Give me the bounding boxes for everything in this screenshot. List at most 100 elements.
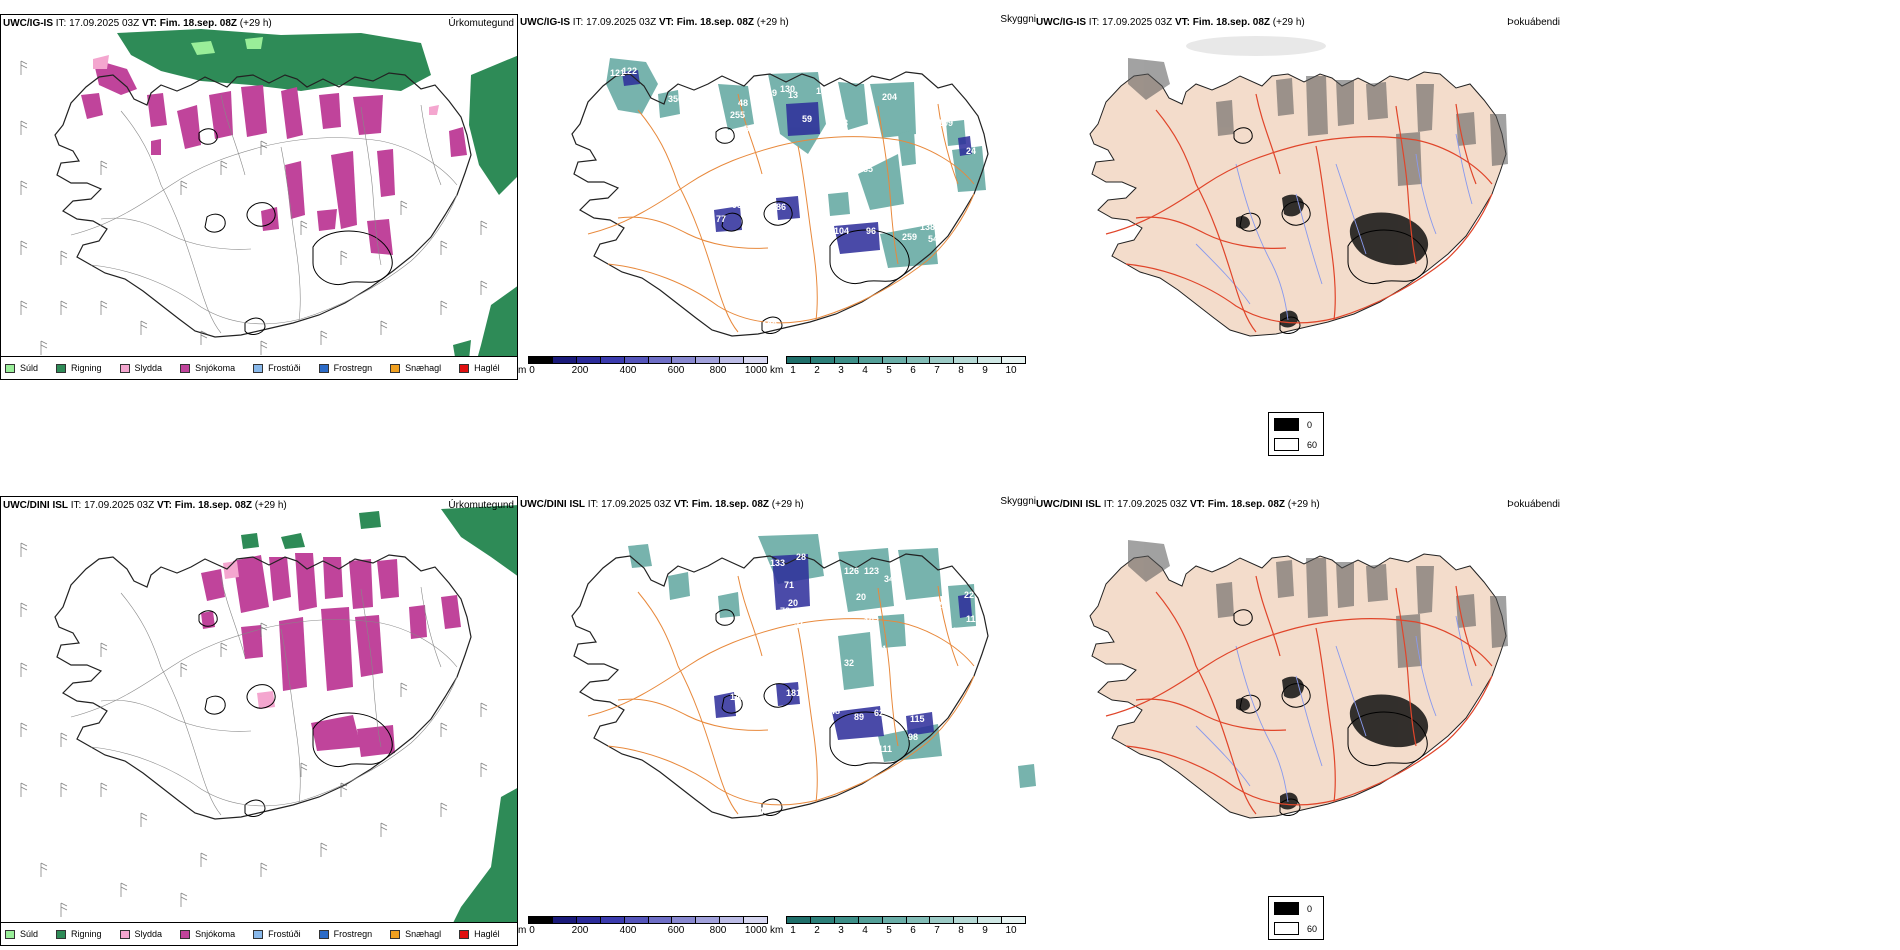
peak-label: 89 (854, 712, 864, 722)
fog-key-row: 0 (1274, 418, 1312, 431)
rain-areas (241, 505, 517, 945)
elevation-unit: m (518, 925, 527, 936)
panel-title-visibility: Skyggni (1000, 14, 1036, 25)
legend-swatch (318, 929, 329, 939)
panel-title-fog: Þokuábendi (1507, 17, 1560, 28)
fog-key-row: 60 (1274, 922, 1317, 935)
lead-time: (+29 h) (756, 17, 789, 28)
legend-item: Snjókoma (180, 363, 235, 373)
fog-key-label: 0 (1307, 419, 1313, 430)
legend-swatch (5, 363, 15, 373)
visibility-panel-header: UWC/IG-IS IT: 17.09.2025 03Z VT: Fim. 18… (520, 17, 789, 29)
legend-swatch (119, 363, 130, 373)
vt-value: Fim. 18.sep. 08Z (1192, 17, 1271, 28)
legend-swatch (253, 363, 264, 373)
precip-panel-header: UWC/DINI ISL IT: 17.09.2025 03Z VT: Fim.… (3, 500, 287, 512)
legend-label: Frostregn (333, 363, 373, 373)
km-tick: 4 (862, 925, 868, 936)
peak-label: 5 (744, 124, 749, 134)
elevation-unit: m (518, 365, 527, 376)
elevation-tick: 600 (667, 925, 685, 936)
it-value: 17.09.2025 03Z (1102, 17, 1173, 28)
sleet-areas (223, 561, 275, 709)
peak-label: 123 (864, 566, 879, 576)
vt-label: VT: (1189, 499, 1205, 510)
vt-value: Fim. 18.sep. 08Z (676, 17, 755, 28)
legend-label: Frostúði (268, 929, 301, 939)
fog-panel-top: UWC/IG-IS IT: 17.09.2025 03Z VT: Fim. 18… (1036, 14, 1560, 380)
peak-label: 9 (772, 88, 777, 98)
km-tick: 4 (862, 365, 868, 376)
peak-label: 115 (910, 714, 925, 724)
it-value: 17.09.2025 03Z (586, 17, 657, 28)
legend-item: Frostregn (318, 929, 372, 939)
elevation-tick: 600 (667, 365, 685, 376)
peak-label: 133 (770, 558, 785, 568)
vt-label: VT: (658, 17, 674, 28)
snow-areas (81, 59, 467, 255)
legend-swatch (253, 929, 264, 939)
lead-time: (+29 h) (239, 18, 272, 29)
peak-label: 72 (932, 600, 942, 610)
visibility-panel-header: UWC/DINI ISL IT: 17.09.2025 03Z VT: Fim.… (520, 499, 804, 511)
lead-time: (+29 h) (1272, 17, 1305, 28)
fog-shading (1128, 540, 1508, 668)
km-tick: 10 (1005, 365, 1017, 376)
peak-label: 20 (788, 598, 798, 608)
low-visibility-areas (628, 534, 1036, 788)
peak-label: 94 (876, 644, 886, 654)
peak-label: 77 (716, 214, 726, 224)
model-name: UWC/IG-IS (1036, 17, 1086, 28)
elevation-tick: 800 (709, 925, 727, 936)
elevation-colorbar-top: m 0 200 400 600 800 1000 (518, 356, 768, 378)
legend-item: Súld (5, 363, 38, 373)
km-tick: 8 (958, 925, 964, 936)
elevation-tick: 400 (619, 925, 637, 936)
vt-value: Fim. 18.sep. 08Z (159, 18, 238, 29)
legend-label: Slydda (134, 929, 163, 939)
legend-label: Snjókoma (195, 363, 236, 373)
km-tick: 7 (934, 365, 940, 376)
legend-item: Frostúði (253, 363, 301, 373)
km-colorbar-bottom: km 1 2 3 4 5 6 7 8 9 10 (770, 916, 1030, 938)
vt-label: VT: (141, 18, 157, 29)
peak-label: 181 (786, 688, 801, 698)
km-tick: 9 (982, 365, 988, 376)
peak-label: 62 (874, 708, 884, 718)
legend-swatch (318, 363, 329, 373)
elevation-tick: 200 (571, 365, 589, 376)
model-name: UWC/IG-IS (3, 18, 53, 29)
peak-label: 121 (610, 68, 625, 78)
legend-label: Snjókoma (195, 929, 236, 939)
elevation-bar (528, 916, 768, 924)
peak-label: 59 (802, 114, 812, 124)
peak-label: 20 (808, 156, 818, 166)
peak-label: 193 (864, 616, 879, 626)
peak-label: 13 (788, 90, 798, 100)
peak-label: 255 (730, 110, 745, 120)
elevation-tick: 400 (619, 365, 637, 376)
legend-label: Snæhagl (405, 929, 442, 939)
legend-swatch (390, 363, 401, 373)
lead-time: (+29 h) (771, 499, 804, 510)
peak-label: 32 (844, 658, 854, 668)
elevated-areas (714, 554, 972, 740)
precip-type-panel-top: UWC/IG-IS IT: 17.09.2025 03Z VT: Fim. 18… (0, 14, 518, 380)
km-tick: 3 (838, 365, 844, 376)
fog-key-swatch (1274, 418, 1299, 431)
peak-label: 122 (622, 66, 637, 76)
legend-item: Slydda (119, 929, 163, 939)
peak-label: 98 (908, 732, 918, 742)
peak-label: 11 (790, 188, 800, 198)
legend-swatch (459, 363, 470, 373)
legend-swatch (390, 929, 401, 939)
peak-label: 54 (928, 234, 938, 244)
peak-label: 185 (858, 164, 873, 174)
legend-swatch (56, 929, 67, 939)
km-colorbar-top: km 1 2 3 4 5 6 7 8 9 10 (770, 356, 1030, 378)
vt-label: VT: (1174, 17, 1190, 28)
elevation-tick: 200 (571, 925, 589, 936)
